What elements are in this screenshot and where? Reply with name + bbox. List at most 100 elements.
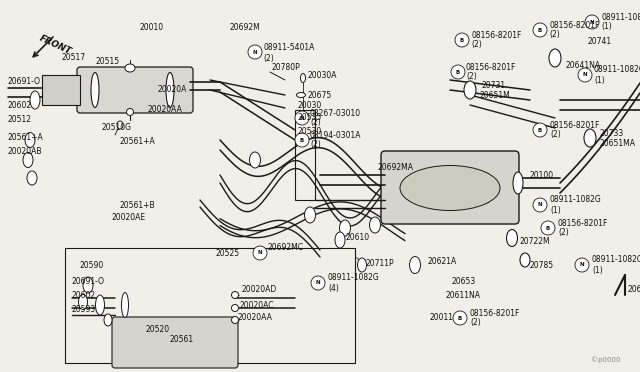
Text: B: B xyxy=(538,28,542,32)
Text: 20020AE: 20020AE xyxy=(112,214,146,222)
FancyBboxPatch shape xyxy=(112,317,238,368)
Text: 20692MC: 20692MC xyxy=(268,244,304,253)
Ellipse shape xyxy=(125,64,135,72)
Ellipse shape xyxy=(232,292,239,298)
Text: 20525: 20525 xyxy=(215,248,239,257)
Ellipse shape xyxy=(335,232,345,248)
Text: 20100: 20100 xyxy=(530,170,554,180)
Ellipse shape xyxy=(410,257,420,273)
Text: 20731: 20731 xyxy=(482,80,506,90)
Text: 20602: 20602 xyxy=(72,291,96,299)
Ellipse shape xyxy=(25,132,35,148)
Ellipse shape xyxy=(513,172,523,194)
Text: B: B xyxy=(546,225,550,231)
Ellipse shape xyxy=(305,207,316,223)
Ellipse shape xyxy=(295,133,309,147)
Text: N: N xyxy=(580,263,584,267)
Text: 20610: 20610 xyxy=(345,234,369,243)
Text: (2): (2) xyxy=(310,118,321,126)
Text: 20651MA: 20651MA xyxy=(600,138,636,148)
Ellipse shape xyxy=(575,258,589,272)
Text: B: B xyxy=(456,70,460,74)
Text: 08267-03010: 08267-03010 xyxy=(310,109,361,118)
Text: 20590: 20590 xyxy=(80,260,104,269)
Text: (2): (2) xyxy=(263,54,274,62)
Text: 08911-1082G: 08911-1082G xyxy=(601,13,640,22)
Text: 20561+A: 20561+A xyxy=(120,138,156,147)
Text: (2): (2) xyxy=(310,141,321,150)
Text: N: N xyxy=(538,202,542,208)
Ellipse shape xyxy=(232,317,239,324)
Text: 20651M: 20651M xyxy=(480,90,511,99)
Text: 20722M: 20722M xyxy=(520,237,550,247)
Ellipse shape xyxy=(91,73,99,108)
Ellipse shape xyxy=(27,171,37,185)
Bar xyxy=(295,110,315,200)
Ellipse shape xyxy=(295,111,309,125)
Text: 20530: 20530 xyxy=(298,128,323,137)
Text: 08156-8201F: 08156-8201F xyxy=(466,62,516,71)
Text: 20561: 20561 xyxy=(170,336,194,344)
Text: 20030: 20030 xyxy=(298,100,323,109)
Text: 20653: 20653 xyxy=(452,278,476,286)
Ellipse shape xyxy=(117,121,123,129)
Ellipse shape xyxy=(23,153,33,167)
Text: 20030A: 20030A xyxy=(308,71,337,80)
Ellipse shape xyxy=(464,81,476,99)
Text: N: N xyxy=(300,115,304,121)
Ellipse shape xyxy=(533,198,547,212)
Text: 20520: 20520 xyxy=(145,326,169,334)
Text: (4): (4) xyxy=(328,283,339,292)
Text: 08194-0301A: 08194-0301A xyxy=(310,131,362,140)
Ellipse shape xyxy=(549,49,561,67)
Text: 20020AA: 20020AA xyxy=(238,314,273,323)
Ellipse shape xyxy=(339,220,351,236)
Text: 20692MA: 20692MA xyxy=(378,164,414,173)
Ellipse shape xyxy=(311,276,325,290)
Ellipse shape xyxy=(453,311,467,325)
Text: (2): (2) xyxy=(550,131,561,140)
Text: 08911-1082G: 08911-1082G xyxy=(592,256,640,264)
Text: 20593: 20593 xyxy=(72,305,96,314)
Ellipse shape xyxy=(250,152,260,168)
Text: 08156-8201F: 08156-8201F xyxy=(471,31,522,39)
Text: 20561+B: 20561+B xyxy=(120,201,156,209)
Ellipse shape xyxy=(79,295,88,310)
FancyBboxPatch shape xyxy=(77,67,193,113)
Text: 20785: 20785 xyxy=(530,260,554,269)
Text: 08911-1082G: 08911-1082G xyxy=(328,273,380,282)
Text: 20020A: 20020A xyxy=(158,86,188,94)
Text: 20020AB: 20020AB xyxy=(8,148,42,157)
Text: 20020AC: 20020AC xyxy=(240,301,275,310)
Text: 20010: 20010 xyxy=(140,23,164,32)
Text: (1): (1) xyxy=(594,76,605,84)
Ellipse shape xyxy=(533,23,547,37)
Text: (2): (2) xyxy=(466,73,477,81)
Text: 20510G: 20510G xyxy=(102,124,132,132)
Text: 20711P: 20711P xyxy=(366,259,395,267)
Text: 20685E: 20685E xyxy=(628,285,640,295)
Polygon shape xyxy=(8,25,290,195)
Ellipse shape xyxy=(506,230,518,247)
Text: 20733: 20733 xyxy=(600,128,624,138)
Text: 20020AD: 20020AD xyxy=(242,285,277,295)
Text: 08156-8201F: 08156-8201F xyxy=(549,20,600,29)
Ellipse shape xyxy=(358,258,367,272)
Ellipse shape xyxy=(585,15,599,29)
Text: 20741: 20741 xyxy=(588,38,612,46)
Text: 20020AA: 20020AA xyxy=(148,106,183,115)
Text: 08911-1082G: 08911-1082G xyxy=(550,196,602,205)
Text: B: B xyxy=(460,38,464,42)
Text: N: N xyxy=(589,19,595,25)
Text: (2): (2) xyxy=(471,41,482,49)
Ellipse shape xyxy=(520,253,530,267)
Text: 20641NA: 20641NA xyxy=(565,61,600,70)
Ellipse shape xyxy=(578,68,592,82)
Ellipse shape xyxy=(541,221,555,235)
Ellipse shape xyxy=(248,45,262,59)
Text: (2): (2) xyxy=(470,318,481,327)
Text: 20780P: 20780P xyxy=(272,64,301,73)
Ellipse shape xyxy=(30,91,40,109)
Text: 20692M: 20692M xyxy=(230,23,260,32)
Text: 20691-O: 20691-O xyxy=(8,77,41,87)
